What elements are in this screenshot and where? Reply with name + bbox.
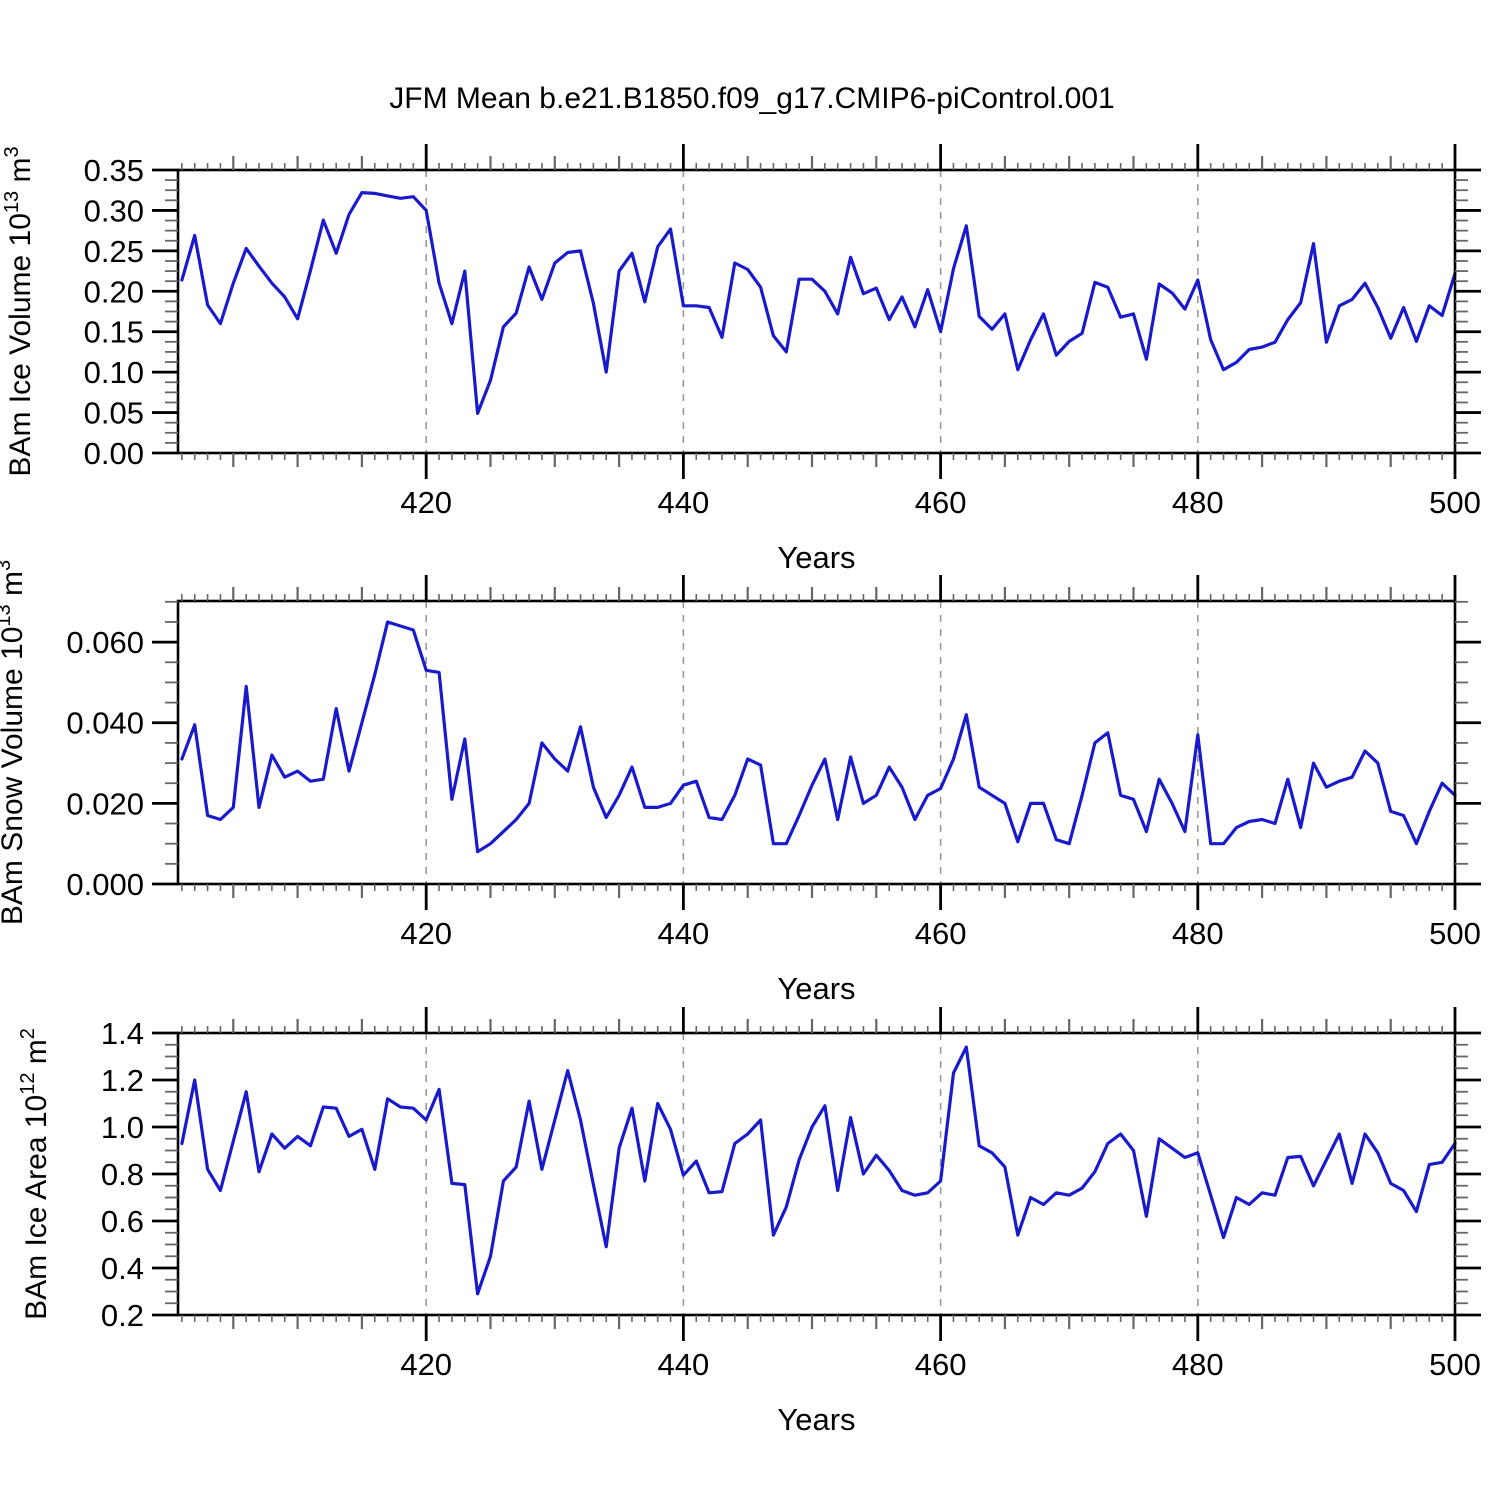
x-axis-title: Years xyxy=(777,1402,855,1437)
x-tick-label: 420 xyxy=(400,1347,452,1382)
figure-title: JFM Mean b.e21.B1850.f09_g17.CMIP6-piCon… xyxy=(389,82,1114,115)
y-tick-label: 0.8 xyxy=(101,1157,144,1192)
y-tick-label: 0.020 xyxy=(66,786,144,821)
y-tick-label: 0.4 xyxy=(101,1251,144,1286)
panel-bam-ice-area: 1.4 1.2 1.0 0.8 0.6 0.4 0.2 420 440 460 480 500 Year… xyxy=(17,1007,1481,1437)
y-tick-label: 0.35 xyxy=(84,153,144,188)
x-tick-label: 420 xyxy=(400,916,452,951)
y-tick-label: 0.6 xyxy=(101,1204,144,1239)
x-tick-label: 460 xyxy=(915,485,967,520)
x-axis-title: Years xyxy=(777,971,855,1006)
y-tick-label: 1.4 xyxy=(101,1016,144,1051)
y-tick-label: 0.00 xyxy=(84,436,144,471)
y-tick-label: 0.040 xyxy=(66,706,144,741)
panels-group: 0.35 0.30 0.25 0.20 0.15 0.10 0.05 0.00 420 440 46… xyxy=(0,144,1481,1437)
panel-bam-snow-volume: 0.060 0.040 0.020 0.000 420 440 460 480 500 Years… xyxy=(0,560,1481,1006)
data-line-bam-ice-area xyxy=(180,1045,1457,1296)
x-tick-label: 460 xyxy=(915,1347,967,1382)
y-tick-label: 0.25 xyxy=(84,234,144,269)
panel-bam-ice-volume: 0.35 0.30 0.25 0.20 0.15 0.10 0.05 0.00 420 440 46… xyxy=(1,144,1481,575)
x-tick-label: 500 xyxy=(1429,1347,1481,1382)
y-axis-title-bam-ice-volume: BAm Ice Volume 1013 m3 xyxy=(1,146,37,476)
y-tick-label: 0.20 xyxy=(84,274,144,309)
x-tick-label: 480 xyxy=(1172,485,1224,520)
y-tick-label: 0.060 xyxy=(66,625,144,660)
y-axis-title-bam-ice-area: BAm Ice Area 1012 m2 xyxy=(17,1028,53,1320)
x-tick-label: 460 xyxy=(915,916,967,951)
y-tick-label: 0.2 xyxy=(101,1298,144,1333)
x-axis-title: Years xyxy=(777,540,855,575)
x-tick-label: 440 xyxy=(658,1347,710,1382)
plot-frame xyxy=(176,1031,1457,1317)
x-tick-label: 480 xyxy=(1172,916,1224,951)
y-tick-label: 0.30 xyxy=(84,193,144,228)
y-tick-label: 1.2 xyxy=(101,1063,144,1098)
x-tick-label: 500 xyxy=(1429,485,1481,520)
y-axis-title-bam-snow-volume: BAm Snow Volume 1013 m3 xyxy=(0,560,29,925)
data-line-bam-ice-volume xyxy=(180,191,1457,415)
y-tick-label: 0.05 xyxy=(84,396,144,431)
y-tick-label: 1.0 xyxy=(101,1110,144,1145)
x-tick-label: 500 xyxy=(1429,916,1481,951)
y-tick-label: 0.000 xyxy=(66,867,144,902)
y-tick-label: 0.10 xyxy=(84,355,144,390)
y-tick-label: 0.15 xyxy=(84,315,144,350)
x-tick-label: 480 xyxy=(1172,1347,1224,1382)
plot-frame xyxy=(176,599,1457,886)
data-line-bam-snow-volume xyxy=(180,620,1457,854)
x-tick-label: 420 xyxy=(400,485,452,520)
plot-frame xyxy=(176,168,1457,455)
x-tick-label: 440 xyxy=(658,916,710,951)
x-tick-label: 440 xyxy=(658,485,710,520)
